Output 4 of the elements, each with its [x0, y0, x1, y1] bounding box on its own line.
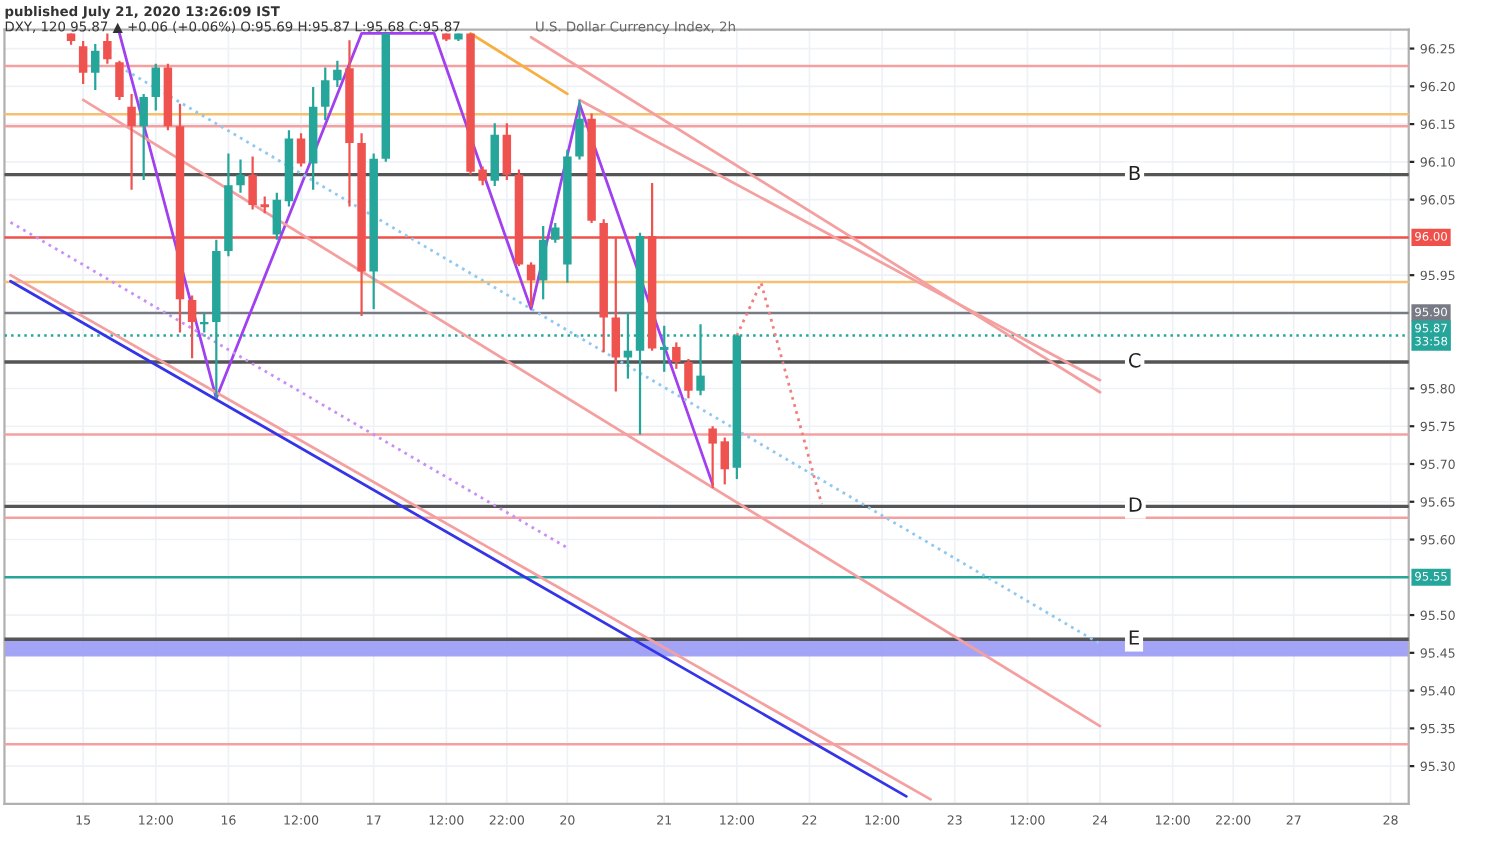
annotation: D	[1129, 497, 1142, 512]
annotation: E	[1129, 630, 1139, 645]
annotation: B	[1129, 165, 1140, 181]
annotation: C	[1128, 352, 1141, 368]
